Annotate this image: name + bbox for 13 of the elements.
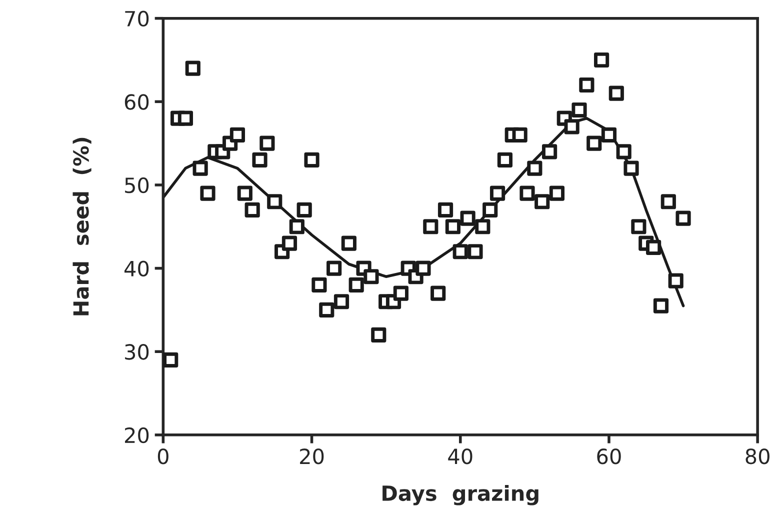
x-tick-label: 60 [597, 448, 621, 464]
y-tick-label: 40 [124, 260, 149, 276]
y-tick-label: 50 [125, 177, 149, 194]
x-tick-label: 40 [448, 448, 472, 464]
x-tick-label: 20 [300, 448, 324, 464]
y-tick-label: 70 [125, 10, 149, 27]
x-tick-label: 0 [158, 448, 168, 464]
y-tick-label: 20 [124, 427, 149, 444]
y-tick-label: 60 [124, 94, 149, 110]
x-tick-label: 80 [746, 448, 770, 464]
x-axis-title: Days grazing [382, 484, 538, 506]
y-axis-title: Hard seed (%) [72, 138, 92, 316]
y-tick-label: 30 [125, 344, 149, 360]
